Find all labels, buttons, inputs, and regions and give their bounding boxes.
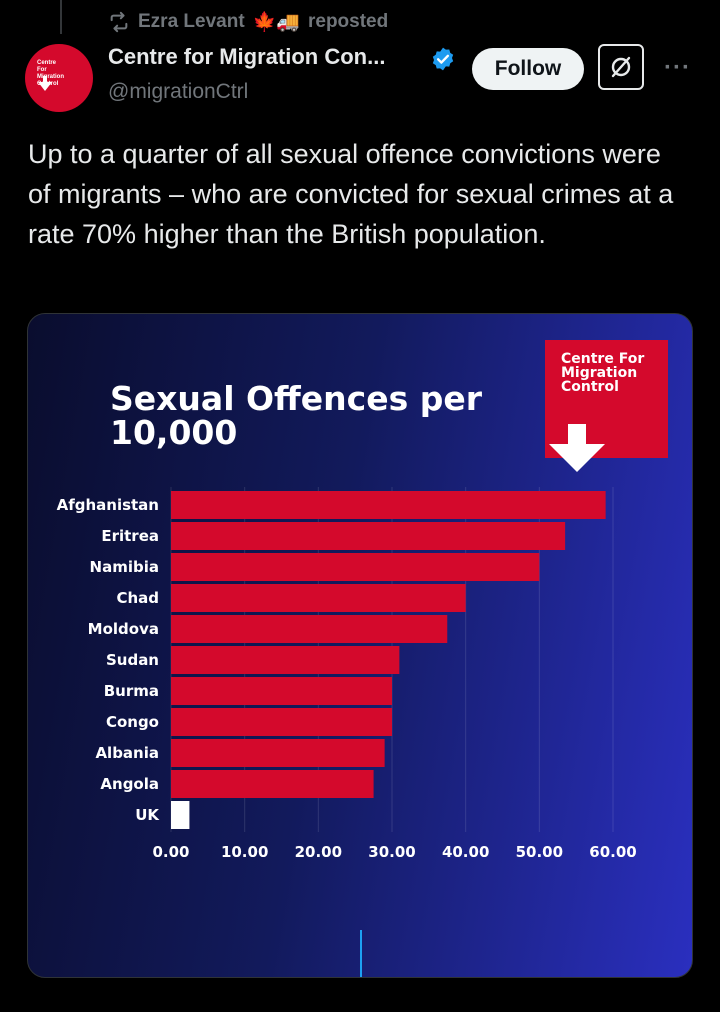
bar-albania xyxy=(171,739,385,767)
bar-eritrea xyxy=(171,522,566,550)
x-tick-label: 50.00 xyxy=(516,843,563,861)
bar-congo xyxy=(171,708,392,736)
author-name[interactable]: Centre for Migration Con... xyxy=(108,44,386,69)
category-label: Albania xyxy=(95,744,159,762)
category-label: Angola xyxy=(100,775,159,793)
x-tick-label: 60.00 xyxy=(589,843,636,861)
avatar-arrow-icon xyxy=(38,82,52,91)
repost-emoji: 🍁🚚 xyxy=(252,12,300,33)
video-scrubber-mark xyxy=(360,930,362,977)
tweet-media-image[interactable]: 0.00 10.00 20.00 30.00 40.00 50.00 60.00 Afghan… xyxy=(27,313,693,978)
category-label: UK xyxy=(135,806,160,824)
more-options-button[interactable]: ··· xyxy=(664,54,691,81)
cmc-logo: Centre For Migration Control xyxy=(545,340,668,472)
category-label: Chad xyxy=(116,589,159,607)
repost-icon xyxy=(110,11,128,33)
bar-afghanistan xyxy=(171,491,606,519)
bar-uk xyxy=(171,801,190,829)
repost-indicator[interactable]: Ezra Levant 🍁🚚 reposted xyxy=(108,8,388,36)
x-tick-label: 40.00 xyxy=(442,843,489,861)
category-label: Moldova xyxy=(88,620,159,638)
thread-line xyxy=(60,0,62,34)
grok-icon xyxy=(611,56,631,78)
category-label: Afghanistan xyxy=(57,496,159,514)
x-tick-label: 20.00 xyxy=(295,843,342,861)
x-tick-label: 0.00 xyxy=(152,843,189,861)
follow-button[interactable]: Follow xyxy=(472,48,584,90)
logo-text: Centre For Migration Control xyxy=(561,351,645,395)
category-label: Sudan xyxy=(106,651,159,669)
grok-button[interactable] xyxy=(598,44,644,90)
x-tick-label: 30.00 xyxy=(368,843,415,861)
bar-burma xyxy=(171,677,392,705)
avatar[interactable]: Centre For Migration Control xyxy=(25,44,93,112)
category-label: Eritrea xyxy=(101,527,159,545)
bar-chart: 0.00 10.00 20.00 30.00 40.00 50.00 60.00 Afghan… xyxy=(57,487,637,861)
bar-namibia xyxy=(171,553,540,581)
category-label: Congo xyxy=(106,713,159,731)
tweet-text: Up to a quarter of all sexual offence co… xyxy=(28,139,674,249)
x-tick-label: 10.00 xyxy=(221,843,268,861)
bar-chad xyxy=(171,584,466,612)
bar-sudan xyxy=(171,646,400,674)
avatar-arrow-stem xyxy=(43,76,47,83)
category-label: Namibia xyxy=(90,558,159,576)
bar-moldova xyxy=(171,615,448,643)
verified-badge-icon xyxy=(432,47,454,71)
logo-arrow-icon xyxy=(549,444,605,472)
logo-arrow-stem xyxy=(568,424,586,446)
chart-title: Sexual Offences per 10,000 xyxy=(110,379,483,452)
category-label: Burma xyxy=(104,682,159,700)
repost-user[interactable]: Ezra Levant xyxy=(138,11,245,32)
bar-angola xyxy=(171,770,374,798)
author-handle[interactable]: @migrationCtrl xyxy=(108,80,249,103)
repost-label: reposted xyxy=(307,11,389,32)
